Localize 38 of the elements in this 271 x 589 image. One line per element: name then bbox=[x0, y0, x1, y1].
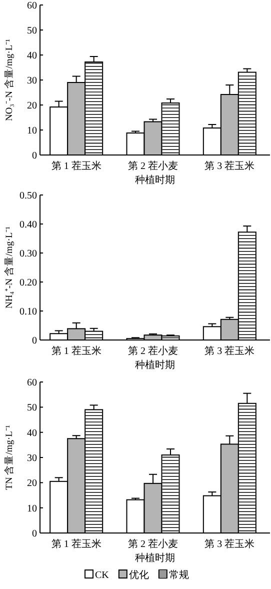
x-axis-title: 种植时期 bbox=[135, 174, 175, 186]
y-tick-label: 30 bbox=[27, 453, 37, 464]
y-tick-label: 10 bbox=[27, 126, 37, 136]
x-tick-label: 第 2 茬小麦 bbox=[128, 160, 178, 172]
y-tick-label: 0.30 bbox=[20, 248, 37, 260]
x-tick-label: 第 2 茬小麦 bbox=[128, 345, 178, 357]
x-tick-label: 第 1 茬玉米 bbox=[51, 160, 102, 172]
y-tick-label: 0.20 bbox=[20, 278, 37, 288]
x-tick-label: 第 3 茬玉米 bbox=[204, 345, 255, 357]
y-tick-label: 0.10 bbox=[20, 306, 37, 318]
y-tick-label: 20 bbox=[27, 100, 37, 112]
x-axis-title: 种植时期 bbox=[135, 552, 175, 564]
y-tick-label: 50 bbox=[27, 26, 37, 36]
y-tick-label: 0.50 bbox=[20, 190, 37, 202]
x-axis-title: 种植时期 bbox=[135, 359, 175, 371]
y-tick-label: 10 bbox=[27, 503, 37, 514]
y-tick-label: 0 bbox=[32, 336, 37, 346]
y-tick-label: 0 bbox=[32, 150, 37, 162]
x-tick-label: 第 1 茬玉米 bbox=[51, 538, 102, 550]
y-tick-label: 30 bbox=[27, 76, 37, 86]
y-tick-label: 40 bbox=[27, 428, 37, 439]
y-tick-label: 50 bbox=[27, 402, 37, 414]
legend-label: CK bbox=[95, 570, 110, 581]
y-tick-label: 0.40 bbox=[20, 220, 37, 230]
y-tick-label: 0 bbox=[32, 528, 37, 540]
y-tick-label: 40 bbox=[27, 50, 37, 62]
x-tick-label: 第 2 茬小麦 bbox=[128, 538, 178, 550]
y-axis-title: NH₄⁺-N 含量/mg·L⁻¹ bbox=[3, 226, 15, 309]
legend-label: 常规 bbox=[168, 569, 189, 581]
y-tick-label: 60 bbox=[27, 378, 37, 388]
y-tick-label: 60 bbox=[27, 0, 37, 12]
legend-label: 优化 bbox=[128, 569, 149, 581]
y-axis-title: TN 含量/mg·L⁻¹ bbox=[3, 425, 15, 490]
y-tick-label: 20 bbox=[27, 478, 37, 490]
y-axis-title: NO₃⁻-N 含量/mg·L⁻¹ bbox=[3, 38, 15, 122]
x-tick-label: 第 1 茬玉米 bbox=[51, 345, 102, 357]
x-tick-label: 第 3 茬玉米 bbox=[204, 160, 255, 172]
x-tick-label: 第 3 茬玉米 bbox=[204, 538, 255, 550]
